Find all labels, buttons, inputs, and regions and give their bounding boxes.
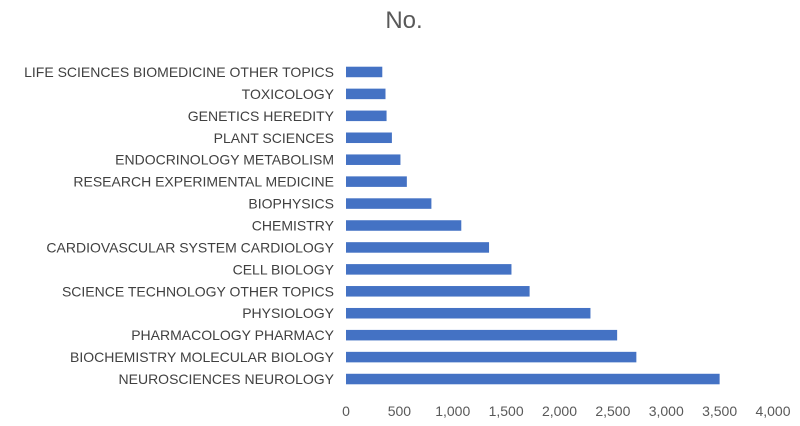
bar [346, 373, 720, 385]
bar [346, 176, 407, 187]
bars-group [346, 66, 720, 385]
bar [346, 307, 591, 319]
category-label: LIFE SCIENCES BIOMEDICINE OTHER TOPICS [24, 64, 334, 80]
bar [346, 154, 401, 165]
category-label: PHARMACOLOGY PHARMACY [131, 327, 334, 343]
x-tick-label: 1,000 [435, 403, 470, 419]
x-tick-label: 1,500 [489, 403, 524, 419]
x-tick-label: 3,000 [649, 403, 684, 419]
category-label: CHEMISTRY [252, 218, 335, 234]
bar [346, 132, 392, 144]
bar [346, 329, 618, 341]
bar [346, 88, 386, 100]
bar [346, 66, 383, 78]
x-tick-label: 2,000 [542, 403, 577, 419]
category-label: SCIENCE TECHNOLOGY OTHER TOPICS [62, 283, 334, 299]
x-tick-label: 3,500 [702, 403, 737, 419]
x-tick-label: 500 [388, 403, 412, 419]
category-label: NEUROSCIENCES NEUROLOGY [119, 371, 335, 387]
category-label: ENDOCRINOLOGY METABOLISM [115, 152, 334, 168]
category-label: RESEARCH EXPERIMENTAL MEDICINE [73, 174, 334, 190]
category-label: BIOCHEMISTRY MOLECULAR BIOLOGY [70, 349, 335, 365]
category-labels: NEUROSCIENCES NEUROLOGY BIOCHEMISTRY MOLE… [24, 64, 335, 387]
category-label: PLANT SCIENCES [214, 130, 334, 146]
bar [346, 242, 490, 253]
chart-title: No. [385, 7, 422, 34]
category-label: PHYSIOLOGY [242, 305, 334, 321]
category-label: CARDIOVASCULAR SYSTEM CARDIOLOGY [46, 239, 334, 255]
bar [346, 220, 462, 231]
x-tick-label: 4,000 [755, 403, 790, 419]
bar [346, 264, 512, 275]
x-tick-label: 0 [342, 403, 350, 419]
x-axis-tick-labels: 0 500 1,000 1,500 2,000 2,500 3,000 3,500 4,000 [342, 403, 791, 419]
category-label: BIOPHYSICS [248, 196, 334, 212]
bar [346, 286, 530, 297]
x-tick-label: 2,500 [595, 403, 630, 419]
category-label: TOXICOLOGY [242, 86, 335, 102]
bar [346, 110, 387, 122]
bar [346, 351, 637, 363]
category-label: CELL BIOLOGY [233, 261, 335, 277]
bar [346, 198, 432, 209]
category-label: GENETICS HEREDITY [188, 108, 335, 124]
